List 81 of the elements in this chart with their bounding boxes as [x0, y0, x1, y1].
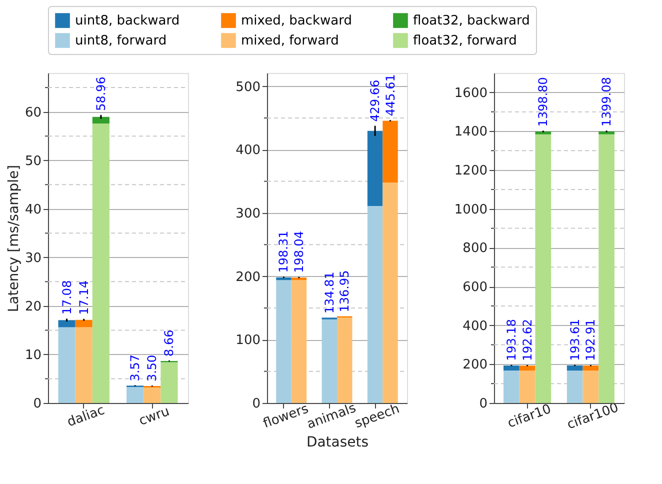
total-label: 1398.80: [536, 77, 550, 127]
total-label: 3.57: [128, 354, 142, 382]
bar: [322, 319, 337, 403]
y-tick-label: 20: [24, 299, 42, 314]
bar: [566, 365, 583, 371]
bar: [160, 362, 178, 403]
bar: [566, 370, 583, 403]
y-tick-label: 200: [236, 270, 260, 285]
bar: [582, 366, 599, 371]
bar: [126, 386, 144, 403]
total-label: 198.31: [276, 230, 291, 273]
y-axis-title: Latency [ms/sample]: [6, 164, 22, 312]
y-tick-label: 0: [252, 396, 260, 412]
bar: [535, 134, 552, 403]
x-tick-label: cwru: [137, 404, 172, 430]
y-tick-label: 500: [236, 80, 260, 95]
total-label: 17.14: [76, 280, 91, 315]
bar: [504, 370, 520, 403]
bar: [382, 182, 398, 403]
bar: [92, 116, 110, 124]
bar: [367, 206, 383, 403]
total-label: 1399.08: [600, 77, 614, 127]
y-tick-label: 600: [462, 280, 488, 296]
y-tick-label: 1400: [454, 124, 488, 140]
bar: [337, 317, 352, 403]
total-label: 192.91: [584, 318, 598, 361]
total-label: 445.61: [383, 74, 398, 116]
legend-label: uint8, backward: [75, 14, 180, 29]
total-label: 58.96: [94, 76, 108, 111]
legend-label: mixed, backward: [241, 14, 352, 29]
bar: [276, 277, 292, 280]
y-tick-label: 1200: [454, 164, 488, 179]
legend-label: float32, forward: [413, 34, 517, 48]
y-tick-label: 1000: [454, 202, 488, 218]
y-tick-label: 200: [462, 358, 488, 373]
total-label: 134.81: [322, 272, 336, 314]
bar: [58, 320, 76, 328]
bar: [291, 280, 307, 403]
bar: [367, 130, 383, 206]
bar: [75, 320, 92, 328]
y-tick-label: 10: [24, 348, 42, 363]
y-tick-label: 300: [236, 206, 260, 222]
x-axis-title: Datasets: [306, 434, 369, 450]
y-tick-label: 60: [24, 105, 42, 120]
total-label: 3.50: [145, 354, 160, 382]
y-tick-label: 50: [24, 154, 42, 169]
bar: [92, 123, 110, 403]
legend-label: uint8, forward: [75, 34, 167, 48]
bar: [519, 370, 536, 403]
total-label: 192.62: [520, 319, 534, 362]
bar: [504, 366, 520, 371]
bar: [598, 131, 614, 134]
y-tick-label: 0: [33, 396, 42, 412]
bar: [144, 387, 161, 403]
total-label: 8.66: [162, 330, 176, 356]
y-tick-label: 30: [24, 250, 42, 266]
y-tick-label: 400: [462, 318, 488, 334]
legend-label: mixed, forward: [241, 34, 339, 48]
y-tick-label: 0: [479, 396, 488, 412]
y-tick-label: 40: [24, 202, 42, 218]
y-tick-label: 100: [236, 333, 260, 348]
bar: [276, 280, 292, 403]
bar: [582, 370, 599, 403]
bar: [382, 120, 398, 183]
bar: [598, 134, 614, 403]
total-label: 17.08: [60, 280, 74, 315]
total-label: 193.18: [504, 318, 518, 361]
y-tick-label: 400: [236, 143, 260, 158]
total-label: 193.61: [568, 318, 582, 361]
bar: [535, 131, 552, 134]
legend-label: float32, backward: [413, 14, 530, 29]
y-tick-label: 1600: [454, 86, 488, 101]
y-tick-label: 800: [462, 241, 488, 256]
total-label: 198.04: [292, 230, 306, 273]
bar: [291, 278, 307, 280]
x-tick-label: daliac: [65, 402, 107, 430]
bar: [75, 327, 92, 403]
bar: [519, 366, 536, 371]
total-label: 429.66: [368, 80, 382, 122]
total-label: 136.95: [338, 270, 352, 312]
bar: [58, 327, 76, 403]
